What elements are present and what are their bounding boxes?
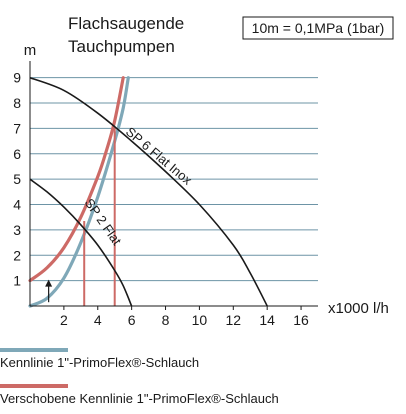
x-axis-label: x1000 l/h — [328, 300, 389, 317]
x-tick-label-4: 4 — [94, 312, 102, 328]
y-axis-label: m — [24, 42, 37, 59]
y-tick-label-6: 6 — [13, 146, 21, 162]
y-tick-label-1: 1 — [13, 273, 21, 289]
y-tick-label-4: 4 — [13, 197, 21, 213]
pressure-note: 10m = 0,1MPa (1bar) — [252, 20, 385, 36]
chart-title-line-2: Tauchpumpen — [68, 37, 175, 56]
x-tick-label-14: 14 — [259, 312, 275, 328]
legend-label-original: Kennlinie 1"-PrimoFlex®-Schlauch — [0, 355, 200, 370]
pressure-note-box — [242, 16, 394, 40]
intersection-markers — [83, 128, 116, 306]
y-tick-label-2: 2 — [13, 247, 21, 263]
x-tick-label-10: 10 — [192, 312, 208, 328]
y-tick-label-9: 9 — [13, 70, 21, 86]
hose-curves — [28, 76, 130, 308]
pump-curve-2 — [29, 178, 133, 307]
legend-label-shifted: Verschobene Kennlinie 1"-PrimoFlex®-Schl… — [0, 391, 279, 406]
x-tick-label-8: 8 — [162, 312, 170, 328]
legend-swatch-original — [0, 348, 68, 352]
hose-curve-shifted — [28, 76, 125, 283]
legend-item-original: Kennlinie 1"-PrimoFlex®-Schlauch — [0, 348, 406, 371]
x-tick-label-2: 2 — [60, 312, 68, 328]
x-tick-label-12: 12 — [226, 312, 242, 328]
x-tick-label-16: 16 — [293, 312, 309, 328]
y-tick-label-7: 7 — [13, 120, 21, 136]
chart-title-line-1: Flachsaugende — [68, 14, 184, 33]
legend-swatch-shifted — [0, 384, 68, 388]
y-tick-label-8: 8 — [13, 95, 21, 111]
y-tick-label-3: 3 — [13, 222, 21, 238]
legend-item-shifted: Verschobene Kennlinie 1"-PrimoFlex®-Schl… — [0, 384, 406, 407]
labels: m x1000 l/h Flachsaugende Tauchpumpen 10m = … — [24, 14, 394, 317]
x-tick-label-6: 6 — [128, 312, 136, 328]
shift-arrow-head — [45, 279, 53, 287]
pump-curve-label-1: SP 6 Flat Inox — [123, 124, 195, 188]
pump-curve-1 — [29, 76, 268, 307]
y-tick-label-5: 5 — [13, 171, 21, 187]
pump-curves — [29, 76, 268, 307]
